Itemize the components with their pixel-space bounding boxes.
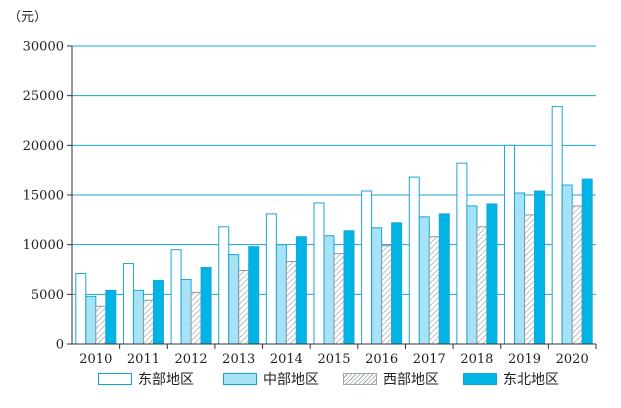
bar-east-2020 — [551, 106, 563, 345]
bar-east-2018 — [456, 162, 468, 345]
bar-northeast-2015 — [343, 230, 355, 345]
y-tick-label-5000: 5000 — [31, 288, 64, 303]
bar-east-2017 — [408, 176, 420, 345]
bar-east-2013 — [218, 226, 230, 345]
bar-central-2013 — [228, 254, 240, 345]
bar-northeast-2011 — [152, 279, 164, 345]
bar-central-2011 — [132, 289, 144, 345]
bar-west-2018 — [476, 226, 488, 345]
legend-swatch-central — [223, 373, 257, 385]
legend-item-west: 西部地区 — [343, 369, 439, 389]
bar-east-2012 — [170, 249, 182, 345]
bar-west-2014 — [285, 261, 297, 345]
y-axis-unit-label: （元） — [8, 10, 48, 25]
y-tick-label-15000: 15000 — [23, 189, 64, 204]
bar-west-2019 — [524, 214, 536, 345]
bar-northeast-2014 — [295, 236, 307, 345]
bar-west-2016 — [381, 245, 393, 345]
bar-east-2019 — [504, 144, 516, 345]
bar-northeast-2018 — [486, 203, 498, 345]
bar-west-2013 — [238, 269, 250, 345]
x-tick-label-2019: 2019 — [508, 352, 541, 367]
bar-northeast-2010 — [105, 289, 117, 345]
bar-east-2010 — [75, 272, 87, 345]
x-tick-label-2014: 2014 — [270, 352, 303, 367]
y-tick-labels: 0 5000 10000 15000 20000 25000 30000 — [23, 40, 64, 353]
bar-east-2016 — [361, 190, 373, 345]
bar-central-2017 — [418, 216, 430, 345]
bars — [75, 106, 593, 345]
legend-swatch-east — [98, 373, 132, 385]
x-tick-label-2020: 2020 — [556, 352, 589, 367]
y-tick-label-30000: 30000 — [23, 40, 64, 55]
x-tick-label-2016: 2016 — [365, 352, 398, 367]
x-tick-labels: 2010 2011 2012 2013 2014 2015 2016 2017 2018 2019… — [79, 352, 588, 367]
bar-northeast-2020 — [581, 178, 593, 345]
bar-northeast-2016 — [391, 222, 403, 345]
bar-east-2015 — [313, 202, 325, 345]
x-tick-label-2010: 2010 — [79, 352, 112, 367]
y-tick-label-20000: 20000 — [23, 139, 64, 154]
bar-west-2010 — [95, 305, 107, 345]
x-tick-label-2012: 2012 — [175, 352, 208, 367]
y-tick-label-10000: 10000 — [23, 238, 64, 253]
bar-northeast-2017 — [438, 213, 450, 345]
bar-east-2011 — [122, 263, 134, 345]
x-tick-label-2013: 2013 — [222, 352, 255, 367]
bar-central-2010 — [85, 295, 97, 345]
legend-item-east: 东部地区 — [98, 369, 194, 389]
bar-central-2019 — [514, 192, 526, 345]
bar-west-2020 — [571, 205, 583, 345]
x-tick-label-2011: 2011 — [127, 352, 160, 367]
bar-east-2014 — [265, 213, 277, 345]
legend-label-east: 东部地区 — [138, 372, 194, 388]
bar-west-2015 — [333, 253, 345, 345]
bar-west-2017 — [428, 236, 440, 345]
x-tick-label-2015: 2015 — [317, 352, 350, 367]
legend-item-northeast: 东北地区 — [463, 369, 559, 389]
y-tick-label-0: 0 — [56, 338, 64, 353]
bar-central-2016 — [371, 227, 383, 345]
bar-central-2014 — [275, 244, 287, 345]
legend-swatch-northeast — [463, 373, 497, 385]
bar-northeast-2013 — [248, 246, 260, 345]
bar-northeast-2012 — [200, 267, 212, 345]
legend-swatch-west — [343, 373, 377, 385]
legend-label-central: 中部地区 — [263, 372, 319, 388]
x-tick-label-2017: 2017 — [413, 352, 446, 367]
bar-central-2018 — [466, 205, 478, 345]
bar-central-2012 — [180, 278, 192, 345]
bar-central-2020 — [561, 184, 573, 345]
y-tick-label-25000: 25000 — [23, 89, 64, 104]
axes — [67, 45, 597, 349]
x-tick-label-2018: 2018 — [460, 352, 493, 367]
bar-west-2011 — [142, 299, 154, 345]
legend-label-northeast: 东北地区 — [503, 372, 559, 388]
legend: 东部地区 中部地区 西部地区 东北地区 — [0, 369, 621, 399]
bar-west-2012 — [190, 291, 202, 345]
legend-label-west: 西部地区 — [383, 372, 439, 388]
bar-northeast-2019 — [534, 190, 546, 345]
bar-central-2015 — [323, 235, 335, 345]
legend-item-central: 中部地区 — [223, 369, 319, 389]
